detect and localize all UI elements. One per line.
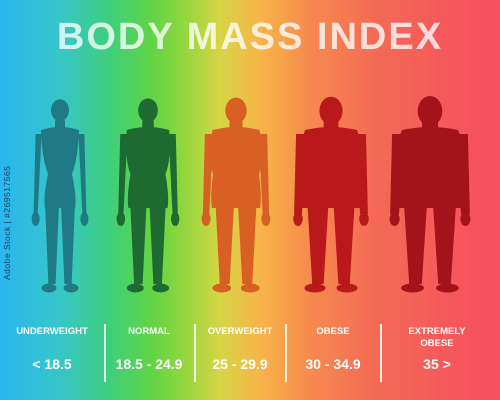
extremely-obese-body-icon: [389, 96, 471, 293]
category-normal: NORMAL 18.5 - 24.9: [105, 318, 193, 390]
stock-watermark: Adobe Stock | #269517565: [2, 165, 12, 280]
category-range: 35 >: [423, 356, 451, 372]
category-label: NORMAL: [128, 326, 170, 337]
category-overweight: OVERWEIGHT 25 - 29.9: [196, 318, 284, 390]
overweight-body-icon: [201, 97, 271, 293]
category-obese: OBESE 30 - 34.9: [287, 318, 379, 390]
category-range: 25 - 29.9: [212, 356, 268, 372]
category-divider: [380, 324, 382, 382]
underweight-body-icon: [31, 99, 89, 293]
category-range: < 18.5: [32, 356, 72, 372]
category-label: UNDERWEIGHT: [16, 326, 88, 337]
category-range: 18.5 - 24.9: [115, 356, 183, 372]
bmi-categories: UNDERWEIGHT < 18.5 NORMAL 18.5 - 24.9 OV…: [0, 318, 500, 390]
category-extremely-obese: EXTREMELY OBESE 35 >: [382, 318, 492, 390]
category-divider: [104, 324, 106, 382]
page-title: BODY MASS INDEX: [56, 16, 444, 58]
body-figures: [0, 96, 500, 306]
category-divider: [194, 324, 196, 382]
category-label: OVERWEIGHT: [207, 326, 273, 337]
category-label: OBESE: [316, 326, 350, 337]
category-range: 30 - 34.9: [305, 356, 361, 372]
category-underweight: UNDERWEIGHT < 18.5: [2, 318, 102, 390]
category-label: EXTREMELY OBESE: [408, 326, 466, 349]
category-divider: [285, 324, 287, 382]
obese-body-icon: [293, 96, 369, 293]
normal-body-icon: [116, 98, 180, 293]
